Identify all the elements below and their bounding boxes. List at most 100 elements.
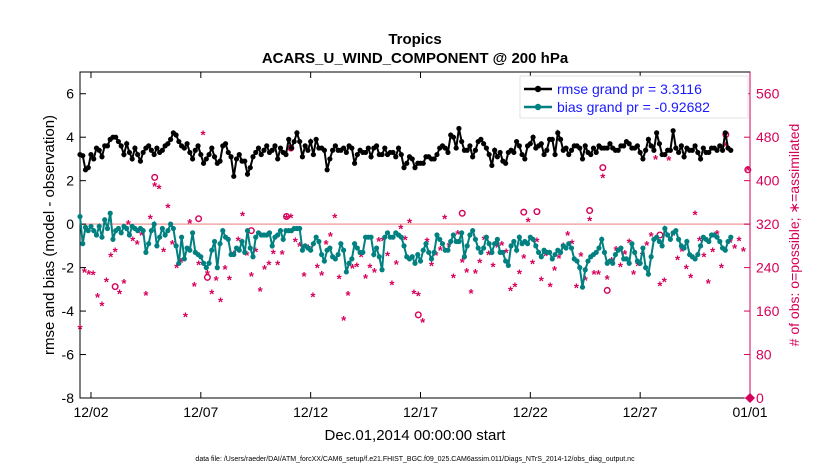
- series-rmse-point: [184, 141, 190, 147]
- obs-assimilated-point: *: [429, 258, 435, 273]
- obs-assimilated-point: *: [574, 281, 580, 296]
- series-rmse-point: [225, 149, 231, 156]
- obs-assimilated-point: *: [174, 261, 180, 276]
- obs-assimilated-point: *: [565, 228, 571, 243]
- series-rmse-point: [478, 136, 484, 142]
- series-rmse-point: [104, 143, 111, 149]
- series-bias-point: [557, 249, 564, 255]
- obs-assimilated-point: *: [697, 233, 703, 248]
- obs-assimilated-point: *: [543, 249, 549, 264]
- series-bias-point: [244, 228, 251, 234]
- series-bias-point: [568, 245, 575, 251]
- y-axis-left-label: rmse and bias (model - observation): [41, 115, 58, 355]
- obs-assimilated-point: *: [477, 256, 483, 271]
- series-bias-point: [162, 232, 168, 238]
- series-rmse-point: [695, 149, 701, 156]
- obs-assimilated-point: *: [77, 321, 83, 336]
- series-bias-point: [645, 271, 652, 277]
- obs-assimilated-point: *: [148, 212, 154, 227]
- series-bias-point: [610, 260, 616, 266]
- legend-bias-marker: [534, 103, 542, 111]
- series-rmse-point: [228, 154, 234, 160]
- obs-possible-point: [744, 166, 752, 174]
- series-rmse-point: [176, 138, 182, 145]
- obs-assimilated-point: *: [209, 287, 215, 302]
- obs-assimilated-point: *: [460, 255, 466, 270]
- series-rmse-point: [200, 160, 207, 166]
- series-rmse-point: [552, 151, 558, 158]
- obs-assimilated-point: *: [411, 287, 417, 302]
- obs-assimilated-point: *: [152, 179, 158, 194]
- obs-assimilated-point: *: [728, 235, 734, 250]
- series-bias-point: [538, 254, 544, 260]
- obs-assimilated-point: *: [490, 260, 496, 275]
- series-rmse-point: [516, 143, 522, 149]
- series-bias-point: [217, 241, 223, 247]
- series-rmse-point: [470, 154, 476, 160]
- series-rmse-point: [332, 143, 338, 149]
- obs-possible-point: [414, 311, 422, 319]
- series-rmse-point: [294, 130, 300, 136]
- series-rmse-point: [258, 151, 264, 158]
- series-bias-point: [146, 241, 152, 247]
- series-bias-point: [697, 243, 704, 249]
- series-rmse-point: [305, 147, 311, 153]
- series-rmse-point: [651, 147, 657, 153]
- series-bias-point: [692, 256, 698, 262]
- series-rmse-point: [195, 143, 201, 149]
- series-rmse-point: [494, 154, 500, 160]
- series-rmse-point: [519, 151, 525, 158]
- series-bias-point: [189, 230, 196, 236]
- series-rmse-point: [621, 143, 627, 149]
- series-bias-point: [417, 258, 424, 264]
- series-bias-point: [236, 247, 242, 253]
- series-bias-point: [448, 238, 454, 245]
- obs-possible-point: [586, 207, 594, 215]
- obs-assimilated-point: *: [275, 257, 281, 272]
- x-axis-label: Dec.01,2014 00:00:00 start: [325, 427, 507, 444]
- obs-assimilated-point: *: [592, 267, 598, 282]
- series-bias-point: [253, 234, 259, 240]
- series-rmse-point: [217, 158, 223, 164]
- series-rmse-point: [563, 145, 569, 151]
- obs-assimilated-point: *: [385, 249, 391, 264]
- series-bias-point: [654, 234, 660, 240]
- series-rmse-point: [231, 173, 237, 179]
- series-bias-point: [198, 254, 204, 260]
- series-rmse-point: [113, 134, 119, 140]
- series-bias-point: [445, 247, 451, 253]
- obs-assimilated-point: *: [130, 233, 136, 248]
- obs-assimilated-point: *: [486, 248, 492, 263]
- series-rmse-point: [472, 147, 479, 153]
- series-rmse-point: [365, 145, 371, 151]
- obs-possible-point: [111, 283, 119, 291]
- y-left-tick-label: -6: [62, 347, 75, 363]
- series-rmse-point: [187, 149, 193, 156]
- series-rmse-point: [456, 125, 462, 132]
- series-bias-point: [231, 251, 237, 258]
- obs-assimilated-point: *: [293, 235, 299, 250]
- series-rmse-point: [168, 136, 174, 142]
- obs-assimilated-point: *: [451, 270, 457, 285]
- series-rmse-point: [489, 162, 495, 169]
- obs-assimilated-point: *: [499, 238, 505, 253]
- y-right-tick-label: 160: [756, 303, 780, 319]
- series-rmse-point: [382, 145, 388, 151]
- legend-box: [519, 75, 749, 119]
- obs-assimilated-point: *: [666, 153, 672, 168]
- series-rmse-point: [577, 145, 583, 151]
- series-rmse-point: [272, 143, 278, 149]
- series-rmse-point: [189, 156, 196, 162]
- obs-assimilated-point: *: [319, 268, 325, 283]
- series-rmse-point: [719, 147, 726, 153]
- series-bias-point: [648, 254, 654, 260]
- series-rmse-point: [291, 138, 297, 145]
- series-rmse-point: [670, 128, 676, 134]
- series-rmse-point: [579, 156, 586, 162]
- series-bias-point: [626, 260, 632, 266]
- series-bias-point: [640, 245, 646, 251]
- obs-assimilated-point: *: [657, 279, 663, 294]
- series-bias-point: [706, 238, 712, 245]
- series-rmse-point: [261, 147, 267, 153]
- series-rmse-point: [697, 156, 704, 162]
